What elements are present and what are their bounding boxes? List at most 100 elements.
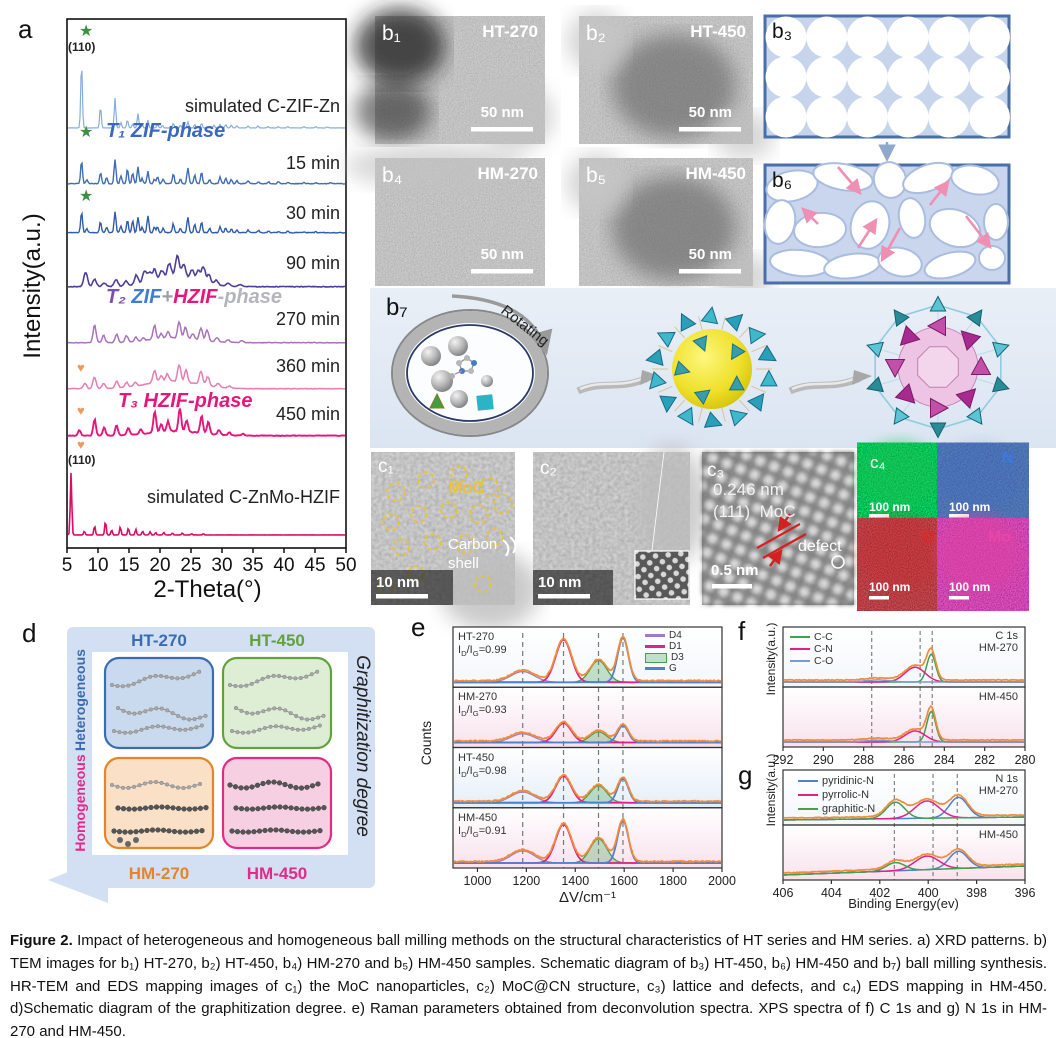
panel-letter-b7: b₇ [386, 294, 408, 321]
xps-envelope [783, 793, 1025, 820]
xrd-x-ticks: 5 10 15 20 25 30 35 40 45 50 [62, 548, 357, 576]
xrd-tick-label: 45 [304, 555, 325, 576]
xrd-hkl-110-bottom: (110) [68, 453, 96, 467]
scalebar-label-c3: 0.5 nm [711, 562, 759, 579]
xrd-trace-label-270min: 270 min [275, 309, 340, 329]
xrd-trace-5 [67, 363, 346, 390]
moc-particle-circle [493, 494, 513, 514]
raman-panel-label: HM-450 ID/IG=0.91 [458, 811, 507, 839]
xps-component-C-O [784, 739, 1024, 743]
n1s-legend: pyridinic-N pyrrolic-N graphitic-N [798, 774, 875, 816]
scalebar-label-eds-c: 100 nm [869, 500, 911, 514]
graphitization-schematic [48, 627, 375, 903]
phase-label-part: ZIF-phase [130, 120, 226, 142]
xps-tick-label: 286 [894, 753, 915, 767]
xrd-trace-label-30min: 30 min [285, 203, 340, 223]
panel-letter-c3: c₃ [707, 460, 725, 481]
raman-plot: 1000 1200 1400 1600 1800 2000 [452, 626, 736, 888]
milling-direction-arrow [801, 207, 819, 225]
d-quadrant-box [221, 756, 333, 850]
raman-x-axis-label: ΔV/cm⁻¹ [558, 889, 617, 906]
xps-envelope [783, 847, 1025, 874]
scalebar-label-b2: 50 nm [688, 104, 732, 121]
xrd-tick-label: 40 [273, 555, 294, 576]
tem-image-b5 [567, 153, 774, 302]
raman-legend-item: G [645, 663, 684, 674]
phase-label-part: ZIF [131, 286, 162, 308]
milling-ball [450, 390, 468, 408]
moc-particle-circle [410, 505, 428, 523]
eds-map-c [857, 439, 941, 521]
panel-letter-a: a [18, 14, 33, 44]
xps-tick-label: 284 [934, 753, 955, 767]
raman-legend: D4 D1 D3 G [645, 630, 684, 674]
xrd-trace-label-15min: 15 min [285, 153, 340, 173]
scalebar-label-eds-o: 100 nm [869, 580, 911, 594]
d-label-homogeneous: Homogeneous [72, 754, 88, 852]
d-label-heterogeneous: Heterogeneous [72, 649, 88, 751]
xrd-tick-label: 30 [211, 555, 232, 576]
moc-particle-circle [386, 482, 406, 502]
raman-tick-label: 2000 [708, 874, 736, 888]
scalebar [679, 127, 741, 132]
raman-panel-label: HM-270 ID/IG=0.93 [458, 691, 507, 719]
panel-letter-b6: b₆ [772, 169, 793, 192]
xrd-tick-label: 5 [62, 555, 73, 576]
d-quadrant-box [103, 756, 215, 850]
xps-tick-label: 402 [869, 886, 890, 900]
sample-label-hm450: HM-450 [685, 164, 746, 183]
scalebar [471, 269, 533, 274]
phase-label-part: HZIF [173, 286, 218, 308]
xrd-trace-7 [67, 472, 346, 536]
xps-tick-label: 290 [813, 753, 834, 767]
lattice-inset [634, 550, 690, 600]
n1s-y-axis-label: Intensity(a.u.) [764, 753, 778, 827]
schematic-b6-after-milling [763, 161, 1011, 285]
panel-letter-c1: c₁ [378, 456, 394, 477]
xrd-traces [67, 70, 346, 536]
xrd-trace-4 [67, 319, 346, 344]
xrd-trace-label-90min: 90 min [285, 253, 340, 273]
eds-element-n: N [1002, 450, 1014, 467]
xrd-trace-3 [67, 254, 346, 288]
hrtem-c1 [371, 452, 540, 630]
c1s-legend: C-C C-N C-O [790, 631, 833, 667]
xps-tick-label: 404 [821, 886, 842, 900]
panel-letter-b5: b₅ [586, 164, 607, 187]
xps-tick-label: 282 [974, 753, 995, 767]
xps-tick-label: 288 [853, 753, 874, 767]
moc-particle-circle [469, 504, 489, 524]
eds-element-o: O [922, 529, 935, 546]
xps-tick-label: 280 [1015, 753, 1036, 767]
xps-component-graphitic-N [783, 861, 1025, 876]
scalebar-label-eds-mo: 100 nm [949, 580, 991, 594]
phase-label-t2: T₂ ZIF+HZIF-phase [106, 286, 282, 309]
raman-component-G [454, 777, 721, 804]
xrd-trace-2 [67, 211, 346, 234]
hrtem-c2 [533, 445, 708, 605]
moc-particle-circle [456, 534, 476, 554]
d-label-hm270: HM-270 [128, 864, 190, 883]
xrd-trace-label-450min: 450 min [275, 404, 340, 424]
schematic-b3-before-milling [763, 14, 1011, 139]
panel-letter-b2: b₂ [586, 22, 606, 45]
eds-map-n [937, 439, 1021, 521]
moc-particle-circle [392, 538, 410, 556]
n1s-x-axis-label: Binding Energy(ev) [848, 896, 959, 911]
moc-particle-circle [424, 533, 442, 551]
eds-element-mo: Mo [988, 529, 1012, 546]
n1s-region-label: N 1s [995, 773, 1018, 785]
raman-legend-item: D4 [645, 630, 684, 641]
raman-tick-label: 1600 [610, 874, 638, 888]
xps-legend-item: C-O [790, 655, 833, 667]
d-quadrant-box [103, 656, 215, 750]
figure-caption-tag: Figure 2. [10, 932, 73, 949]
raman-component-G [454, 724, 721, 744]
mo-node-icon [476, 394, 494, 411]
sample-label-ht270: HT-270 [482, 22, 538, 41]
d-label-hm450: HM-450 [246, 864, 308, 883]
star-marker-icon: ★ [79, 124, 94, 141]
phase-label-part: T₂ [106, 286, 132, 308]
